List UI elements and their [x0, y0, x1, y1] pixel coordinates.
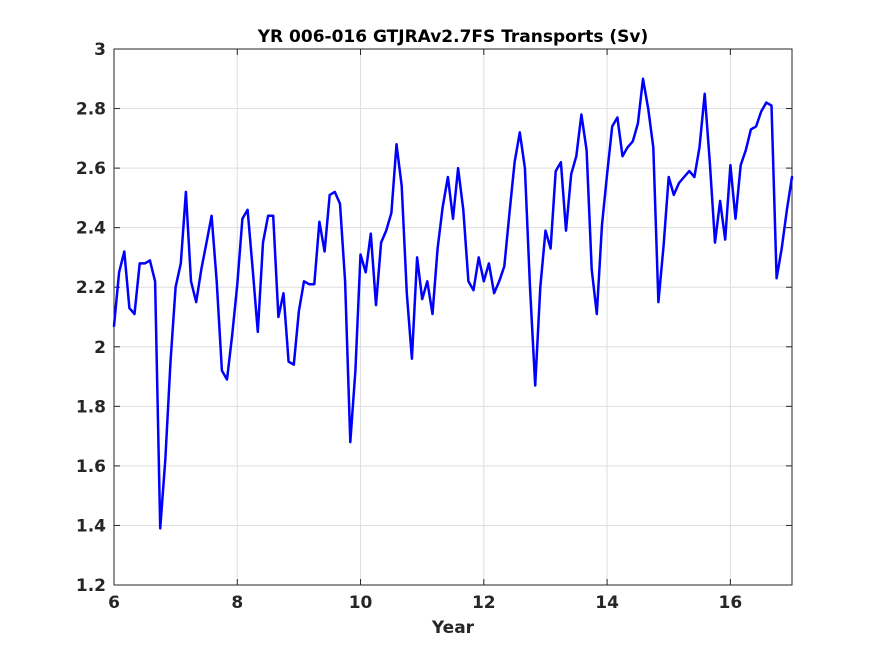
y-tick-label: 2: [94, 338, 106, 358]
x-tick-label: 8: [231, 593, 243, 613]
y-tick-label: 1.4: [76, 516, 106, 536]
y-tick-label: 1.2: [76, 576, 106, 596]
chart-title: YR 006-016 GTJRAv2.7FS Transports (Sv): [257, 27, 649, 47]
y-tick-label: 1.6: [76, 457, 106, 477]
x-ticks: 6 8 10 12 14 16: [108, 49, 742, 613]
y-tick-label: 2.4: [76, 219, 106, 239]
x-tick-label: 14: [595, 593, 619, 613]
y-tick-label: 3: [94, 40, 106, 60]
x-tick-label: 10: [349, 593, 373, 613]
x-tick-label: 6: [108, 593, 120, 613]
y-tick-label: 1.8: [76, 397, 106, 417]
y-ticks: 1.2 1.4 1.6 1.8 2 2.2 2.4 2.6 2.8 3: [76, 40, 792, 596]
y-tick-label: 2.2: [76, 278, 106, 298]
series-layer: [112, 77, 794, 530]
y-tick-label: 2.8: [76, 100, 106, 120]
x-tick-label: 16: [719, 593, 743, 613]
transport-series-line: [112, 77, 794, 530]
x-tick-label: 12: [472, 593, 496, 613]
plot-area: [114, 49, 792, 585]
x-axis-label: Year: [431, 618, 475, 638]
y-tick-label: 2.6: [76, 159, 106, 179]
